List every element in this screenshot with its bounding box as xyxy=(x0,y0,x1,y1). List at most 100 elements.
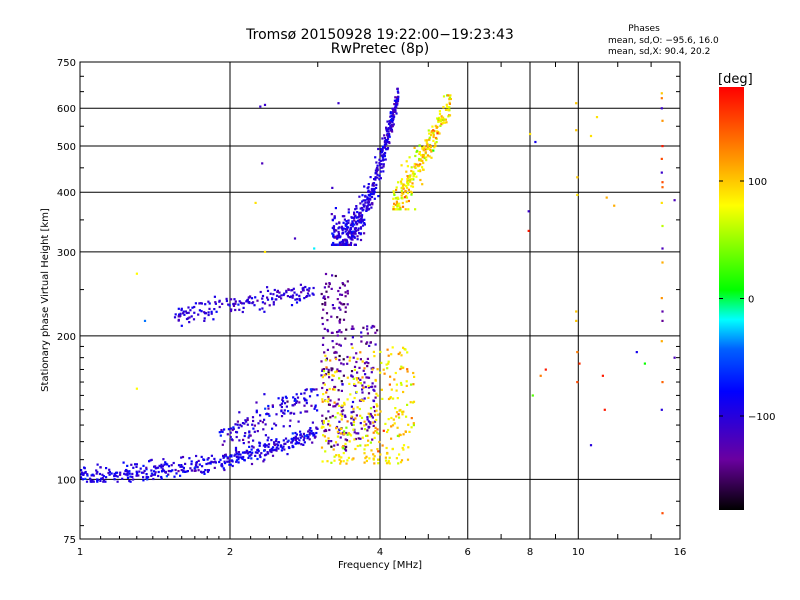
data-point xyxy=(226,433,229,436)
data-point xyxy=(301,435,304,438)
data-point xyxy=(366,332,369,335)
data-point xyxy=(324,400,327,403)
data-point xyxy=(186,470,189,473)
data-point xyxy=(347,221,350,224)
data-point xyxy=(179,474,182,477)
data-point xyxy=(282,293,285,297)
data-point xyxy=(379,159,382,162)
data-point xyxy=(368,344,371,347)
data-point xyxy=(345,243,348,246)
data-point xyxy=(407,423,410,426)
data-point xyxy=(192,318,196,321)
data-point xyxy=(661,310,664,313)
data-point xyxy=(340,302,343,305)
data-point xyxy=(353,219,356,222)
data-point xyxy=(203,317,206,320)
data-point xyxy=(366,328,369,331)
data-point xyxy=(357,229,360,232)
data-point xyxy=(402,410,405,413)
data-point xyxy=(321,414,324,417)
data-point xyxy=(356,219,360,222)
data-point xyxy=(315,431,318,435)
data-point xyxy=(442,95,446,98)
data-point xyxy=(405,160,408,163)
data-point xyxy=(351,346,354,349)
data-point xyxy=(531,394,534,397)
data-point xyxy=(381,145,384,148)
data-point xyxy=(180,456,183,459)
data-point xyxy=(164,461,167,464)
data-point xyxy=(348,440,351,443)
data-point xyxy=(305,388,308,391)
data-point xyxy=(331,388,335,391)
data-point xyxy=(366,187,369,190)
data-point xyxy=(299,436,302,439)
data-point xyxy=(389,375,392,378)
data-point xyxy=(372,182,375,185)
data-point xyxy=(422,146,426,149)
data-point xyxy=(180,309,183,312)
data-point xyxy=(363,424,366,427)
data-point xyxy=(395,186,398,189)
data-point xyxy=(421,146,424,149)
data-point xyxy=(355,221,358,224)
data-point xyxy=(353,235,356,238)
data-point xyxy=(286,295,289,298)
data-point xyxy=(387,397,391,401)
data-point xyxy=(102,479,106,482)
colorbar-label: [deg] xyxy=(718,72,753,87)
data-point xyxy=(382,165,385,168)
data-point xyxy=(387,428,390,432)
data-point xyxy=(360,215,363,218)
data-point xyxy=(376,164,379,167)
data-point xyxy=(266,296,269,299)
data-point xyxy=(399,461,403,464)
data-point xyxy=(377,432,380,435)
data-point xyxy=(352,217,355,220)
data-point xyxy=(372,193,375,196)
data-point xyxy=(188,321,191,324)
data-point xyxy=(385,363,388,366)
data-point xyxy=(322,393,325,396)
data-point xyxy=(225,299,228,303)
data-point xyxy=(253,424,256,427)
data-point xyxy=(348,243,351,246)
data-point xyxy=(266,298,270,301)
data-point xyxy=(384,151,387,155)
data-point xyxy=(343,284,346,287)
data-point xyxy=(297,442,300,445)
data-point xyxy=(411,182,414,185)
data-point xyxy=(263,449,266,452)
data-point xyxy=(385,126,388,129)
data-point xyxy=(340,410,343,413)
data-point xyxy=(387,362,390,365)
data-point xyxy=(376,428,379,431)
data-point xyxy=(246,450,249,453)
data-point xyxy=(660,97,663,100)
data-point xyxy=(320,374,323,377)
data-point xyxy=(330,213,333,216)
data-point xyxy=(296,298,299,301)
data-point xyxy=(386,430,389,434)
data-point xyxy=(321,368,324,371)
data-point xyxy=(346,376,349,379)
data-point xyxy=(364,385,367,389)
data-point xyxy=(195,454,198,458)
data-point xyxy=(363,223,366,226)
data-point xyxy=(354,229,358,232)
data-point xyxy=(448,102,451,105)
data-point xyxy=(402,448,405,451)
data-point xyxy=(228,304,231,307)
data-point xyxy=(223,460,226,463)
data-point xyxy=(377,462,380,465)
data-point xyxy=(339,436,342,439)
data-point xyxy=(402,183,405,186)
data-point xyxy=(264,434,267,437)
data-point xyxy=(421,147,424,150)
data-point xyxy=(145,475,148,478)
data-point xyxy=(416,149,419,152)
data-point xyxy=(353,431,356,434)
data-point xyxy=(238,300,241,303)
data-point xyxy=(128,470,131,473)
data-point xyxy=(277,397,280,400)
